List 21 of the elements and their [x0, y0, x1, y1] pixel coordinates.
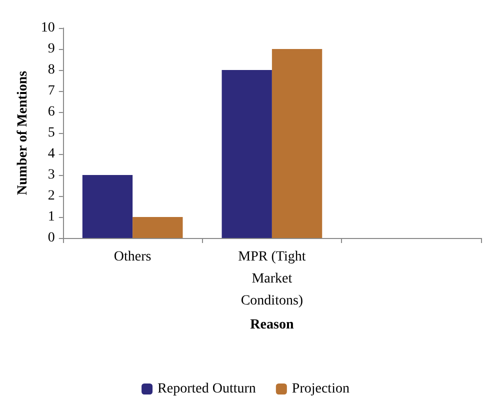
x-tick-label: MPR (Tight Market Conditons) — [238, 250, 306, 308]
y-axis-title: Number of Mentions — [16, 70, 30, 196]
bar — [222, 70, 272, 238]
x-axis-title: Reason — [250, 318, 294, 332]
y-tick-label: 2 — [48, 188, 55, 204]
bar — [132, 217, 183, 238]
y-tick-label: 6 — [48, 104, 55, 120]
legend-label: Reported Outturn — [158, 382, 256, 396]
x-tick-label: Others — [114, 250, 152, 264]
y-tick-label: 10 — [40, 20, 55, 36]
legend-label: Projection — [292, 382, 350, 396]
bar — [272, 49, 322, 238]
y-tick-label: 9 — [48, 42, 55, 56]
y-tick-label: 4 — [48, 146, 55, 162]
bar — [82, 175, 133, 238]
y-tick-label: 3 — [48, 168, 55, 182]
y-tick-label: 8 — [48, 62, 55, 78]
y-tick-label: 0 — [48, 230, 55, 246]
y-tick-label: 5 — [48, 126, 55, 140]
y-tick-label: 7 — [48, 84, 55, 98]
y-tick-label: 1 — [48, 210, 55, 224]
